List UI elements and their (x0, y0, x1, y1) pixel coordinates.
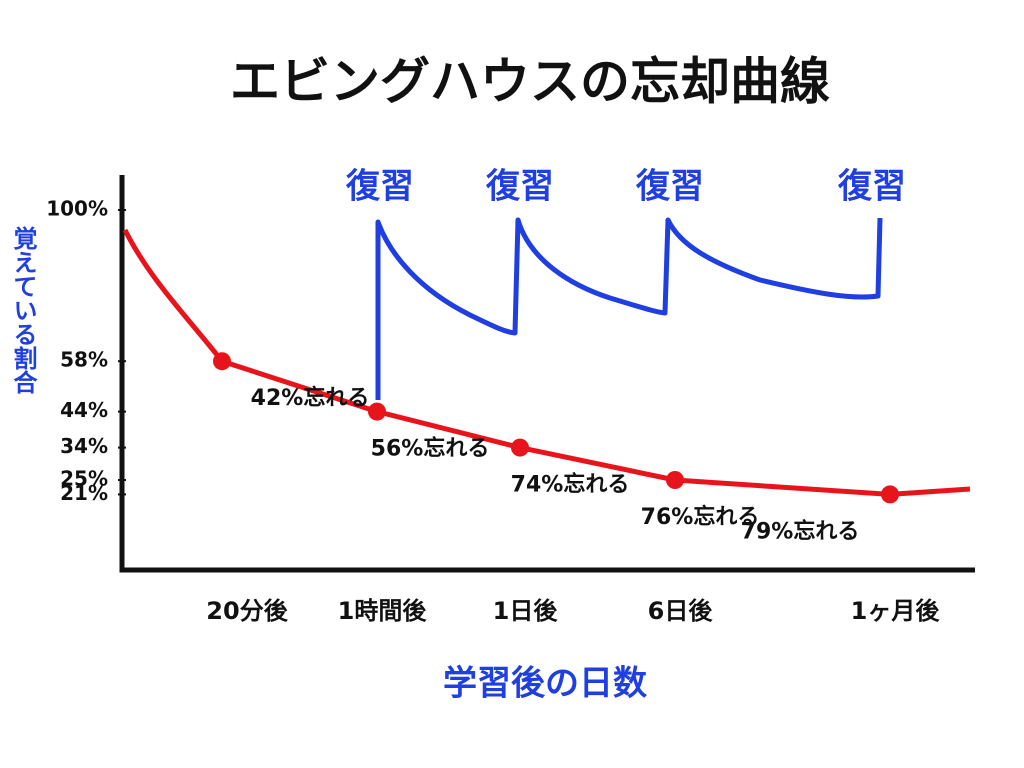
annotation: 79%忘れる (741, 518, 860, 544)
x-tick-label: 6日後 (648, 597, 714, 625)
review-curves (375, 217, 883, 400)
x-tick-label: 20分後 (206, 597, 288, 625)
review-curve (375, 217, 883, 400)
annotation: 56%忘れる (371, 436, 490, 462)
review-label: 復習 (485, 167, 554, 207)
y-tick-label: 34% (60, 434, 108, 458)
x-tick-label: 1時間後 (338, 597, 428, 625)
point (666, 471, 684, 489)
chart-title: エビングハウスの忘却曲線 (230, 53, 830, 111)
y-tick-label: 58% (60, 348, 108, 372)
y-tick-label: 21% (60, 481, 108, 505)
annotation: 76%忘れる (641, 504, 760, 530)
y-tick-label: 44% (60, 398, 108, 422)
y-tick-label: 100% (46, 197, 108, 221)
y-tick-label: 25% (60, 467, 108, 491)
x-tick-label: 1ヶ月後 (851, 597, 941, 625)
x-tick-label: 1日後 (493, 597, 559, 625)
y-axis-title: 覚えている割合 (9, 225, 37, 394)
review-label: 復習 (837, 167, 906, 207)
point (368, 402, 386, 421)
review-label: 復習 (345, 167, 414, 207)
review-label: 復習 (635, 167, 704, 207)
curve-lead (122, 228, 224, 363)
curve-tail (889, 486, 971, 497)
annotation: 74%忘れる (511, 472, 630, 498)
point (881, 485, 899, 504)
annotation: 42%忘れる (251, 385, 370, 411)
point (511, 438, 529, 457)
x-axis-title: 学習後の日数 (443, 664, 647, 704)
axes (119, 175, 975, 573)
point (213, 352, 231, 371)
